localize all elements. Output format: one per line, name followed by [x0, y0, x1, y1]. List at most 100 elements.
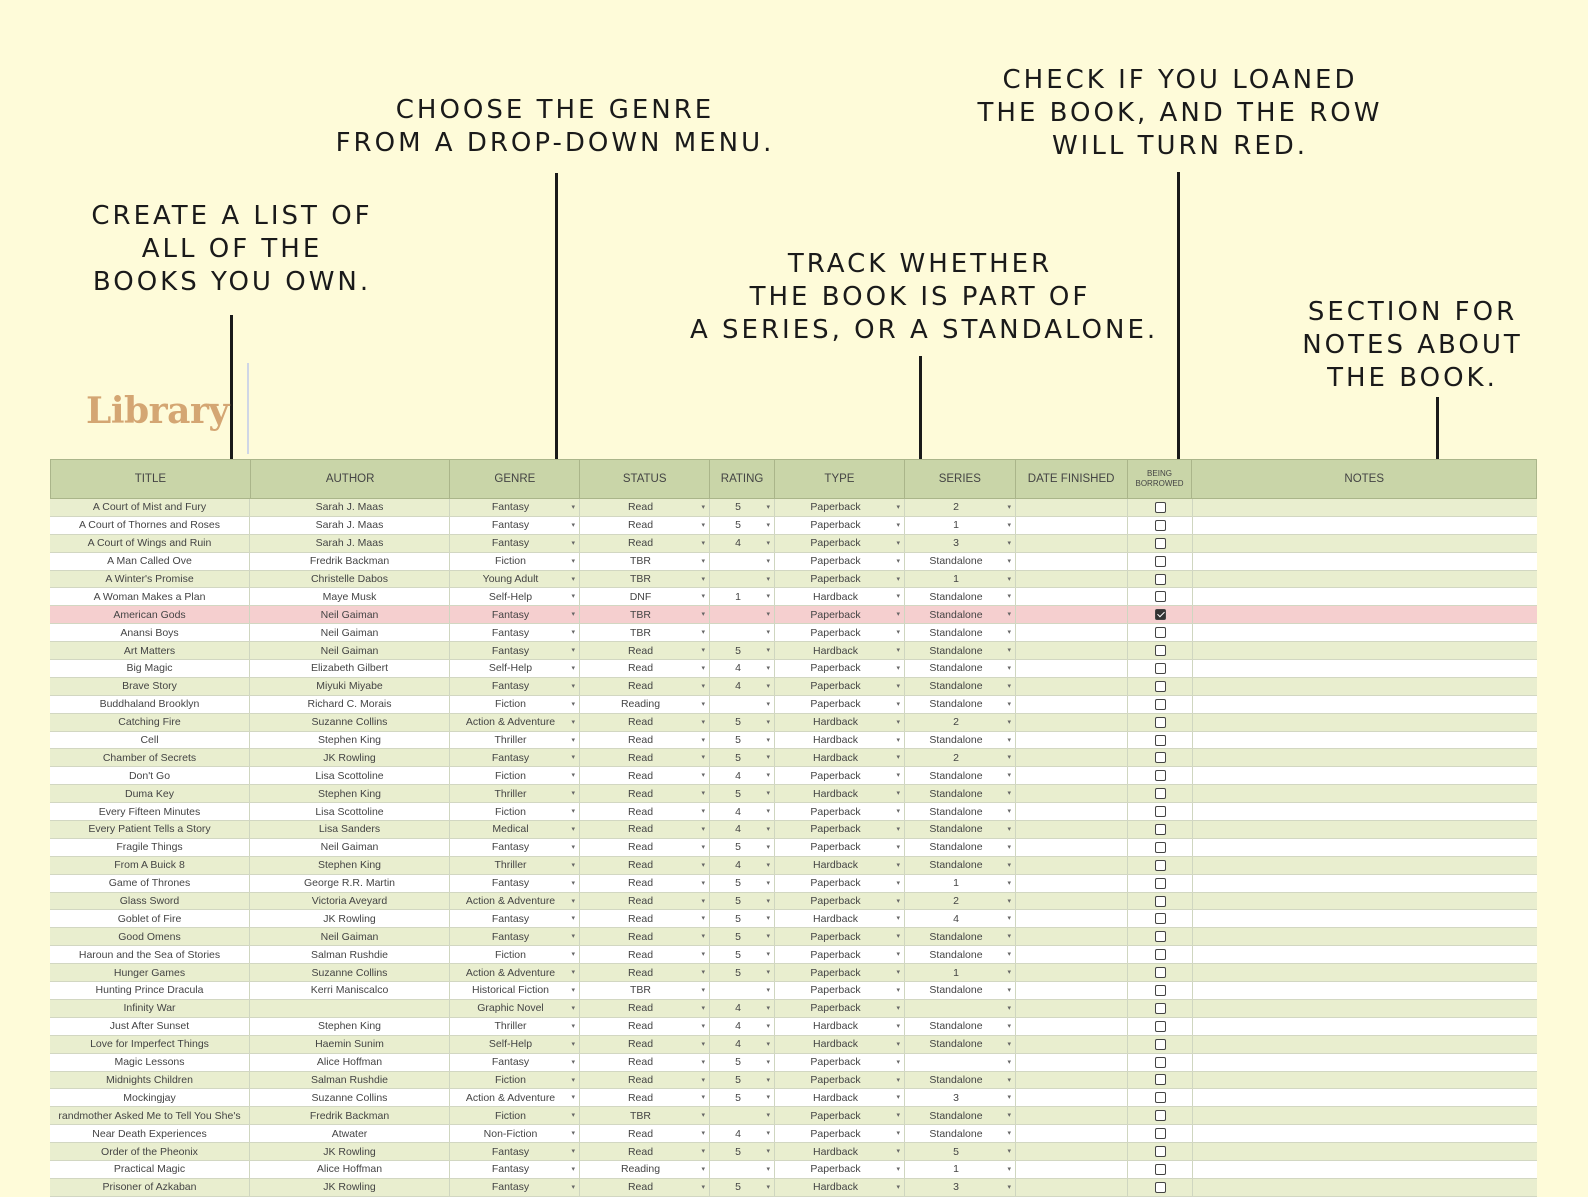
chevron-down-icon[interactable]: ▾: [1007, 915, 1011, 923]
genre-dropdown[interactable]: Fantasy ▾: [450, 624, 580, 642]
series-dropdown[interactable]: 4 ▾: [905, 910, 1016, 928]
chevron-down-icon[interactable]: ▾: [1007, 647, 1011, 655]
borrowed-cell[interactable]: [1128, 570, 1193, 588]
type-dropdown[interactable]: Hardback ▾: [775, 910, 905, 928]
borrowed-checkbox[interactable]: [1154, 662, 1166, 674]
genre-dropdown[interactable]: Young Adult ▾: [450, 570, 580, 588]
chevron-down-icon[interactable]: ▾: [701, 1004, 705, 1012]
title-cell[interactable]: Chamber of Secrets: [50, 749, 250, 767]
series-dropdown[interactable]: Standalone ▾: [905, 803, 1016, 821]
status-dropdown[interactable]: Read ▾: [580, 642, 710, 660]
genre-dropdown[interactable]: Fantasy ▾: [450, 874, 580, 892]
borrowed-checkbox[interactable]: [1154, 859, 1166, 871]
chevron-down-icon[interactable]: ▾: [701, 718, 705, 726]
title-cell[interactable]: A Court of Mist and Fury: [50, 499, 250, 516]
genre-dropdown[interactable]: Fantasy ▾: [450, 606, 580, 624]
chevron-down-icon[interactable]: ▾: [896, 1148, 900, 1156]
author-cell[interactable]: Salman Rushdie: [250, 1071, 450, 1089]
borrowed-checkbox[interactable]: [1154, 698, 1166, 710]
borrowed-checkbox[interactable]: [1154, 913, 1166, 925]
type-dropdown[interactable]: Paperback ▾: [775, 767, 905, 785]
title-cell[interactable]: American Gods: [50, 606, 250, 624]
chevron-down-icon[interactable]: ▾: [896, 575, 900, 583]
type-dropdown[interactable]: Paperback ▾: [775, 982, 905, 999]
author-cell[interactable]: Neil Gaiman: [250, 838, 450, 856]
chevron-down-icon[interactable]: ▾: [701, 1058, 705, 1066]
rating-dropdown[interactable]: 4 ▾: [710, 1125, 775, 1143]
borrowed-checkbox[interactable]: [1154, 1181, 1166, 1193]
header-genre[interactable]: GENRE: [450, 460, 581, 498]
header-type[interactable]: TYPE: [775, 460, 905, 498]
borrowed-checkbox[interactable]: [1154, 1002, 1166, 1014]
type-dropdown[interactable]: Paperback ▾: [775, 1071, 905, 1089]
notes-cell[interactable]: [1193, 642, 1537, 659]
series-dropdown[interactable]: Standalone ▾: [905, 928, 1016, 946]
chevron-down-icon[interactable]: ▾: [1007, 665, 1011, 673]
notes-cell[interactable]: [1193, 1089, 1537, 1106]
status-dropdown[interactable]: TBR ▾: [580, 624, 710, 642]
chevron-down-icon[interactable]: ▾: [766, 682, 770, 690]
type-dropdown[interactable]: Paperback ▾: [775, 660, 905, 677]
status-dropdown[interactable]: Read ▾: [580, 892, 710, 910]
borrowed-cell[interactable]: [1128, 1035, 1193, 1053]
rating-dropdown[interactable]: 5 ▾: [710, 910, 775, 928]
chevron-down-icon[interactable]: ▾: [766, 1094, 770, 1102]
borrowed-checkbox[interactable]: [1154, 501, 1166, 513]
notes-cell[interactable]: [1193, 785, 1537, 802]
type-dropdown[interactable]: Hardback ▾: [775, 749, 905, 767]
borrowed-cell[interactable]: [1128, 892, 1193, 910]
title-cell[interactable]: Hunting Prince Dracula: [50, 982, 250, 999]
chevron-down-icon[interactable]: ▾: [701, 575, 705, 583]
notes-cell[interactable]: [1193, 553, 1537, 570]
author-cell[interactable]: Suzanne Collins: [250, 964, 450, 982]
chevron-down-icon[interactable]: ▾: [701, 1112, 705, 1120]
series-dropdown[interactable]: Standalone ▾: [905, 624, 1016, 642]
title-cell[interactable]: Buddhaland Brooklyn: [50, 695, 250, 713]
chevron-down-icon[interactable]: ▾: [1007, 718, 1011, 726]
status-dropdown[interactable]: Read ▾: [580, 838, 710, 856]
header-status[interactable]: STATUS: [580, 460, 711, 498]
chevron-down-icon[interactable]: ▾: [896, 629, 900, 637]
chevron-down-icon[interactable]: ▾: [701, 754, 705, 762]
rating-dropdown[interactable]: ▾: [710, 552, 775, 570]
status-dropdown[interactable]: Read ▾: [580, 1143, 710, 1160]
genre-dropdown[interactable]: Historical Fiction ▾: [450, 982, 580, 999]
chevron-down-icon[interactable]: ▾: [766, 826, 770, 834]
chevron-down-icon[interactable]: ▾: [766, 879, 770, 887]
rating-dropdown[interactable]: 4 ▾: [710, 677, 775, 695]
borrowed-checkbox[interactable]: [1154, 788, 1166, 800]
genre-dropdown[interactable]: Thriller ▾: [450, 785, 580, 803]
author-cell[interactable]: Neil Gaiman: [250, 624, 450, 642]
chevron-down-icon[interactable]: ▾: [896, 593, 900, 601]
chevron-down-icon[interactable]: ▾: [896, 557, 900, 565]
status-dropdown[interactable]: DNF ▾: [580, 588, 710, 606]
borrowed-cell[interactable]: [1128, 1089, 1193, 1107]
chevron-down-icon[interactable]: ▾: [571, 1148, 575, 1156]
series-dropdown[interactable]: 1 ▾: [905, 516, 1016, 534]
series-dropdown[interactable]: 2 ▾: [905, 499, 1016, 516]
notes-cell[interactable]: [1193, 767, 1537, 784]
chevron-down-icon[interactable]: ▾: [1007, 700, 1011, 708]
chevron-down-icon[interactable]: ▾: [701, 1130, 705, 1138]
status-dropdown[interactable]: Read ▾: [580, 928, 710, 946]
status-dropdown[interactable]: Read ▾: [580, 999, 710, 1017]
notes-cell[interactable]: [1193, 964, 1537, 981]
status-dropdown[interactable]: Read ▾: [580, 1178, 710, 1196]
header-rating[interactable]: RATING: [710, 460, 776, 498]
author-cell[interactable]: Christelle Dabos: [250, 570, 450, 588]
borrowed-cell[interactable]: [1128, 499, 1193, 516]
author-cell[interactable]: Miyuki Miyabe: [250, 677, 450, 695]
series-dropdown[interactable]: 1 ▾: [905, 964, 1016, 982]
date-finished-cell[interactable]: [1016, 803, 1128, 821]
title-cell[interactable]: A Court of Thornes and Roses: [50, 516, 250, 534]
borrowed-checkbox[interactable]: [1154, 627, 1166, 639]
notes-cell[interactable]: [1193, 678, 1537, 695]
type-dropdown[interactable]: Paperback ▾: [775, 1160, 905, 1178]
chevron-down-icon[interactable]: ▾: [571, 933, 575, 941]
author-cell[interactable]: George R.R. Martin: [250, 874, 450, 892]
chevron-down-icon[interactable]: ▾: [896, 969, 900, 977]
author-cell[interactable]: Neil Gaiman: [250, 642, 450, 660]
type-dropdown[interactable]: Paperback ▾: [775, 606, 905, 624]
type-dropdown[interactable]: Paperback ▾: [775, 552, 905, 570]
series-dropdown[interactable]: 1 ▾: [905, 874, 1016, 892]
